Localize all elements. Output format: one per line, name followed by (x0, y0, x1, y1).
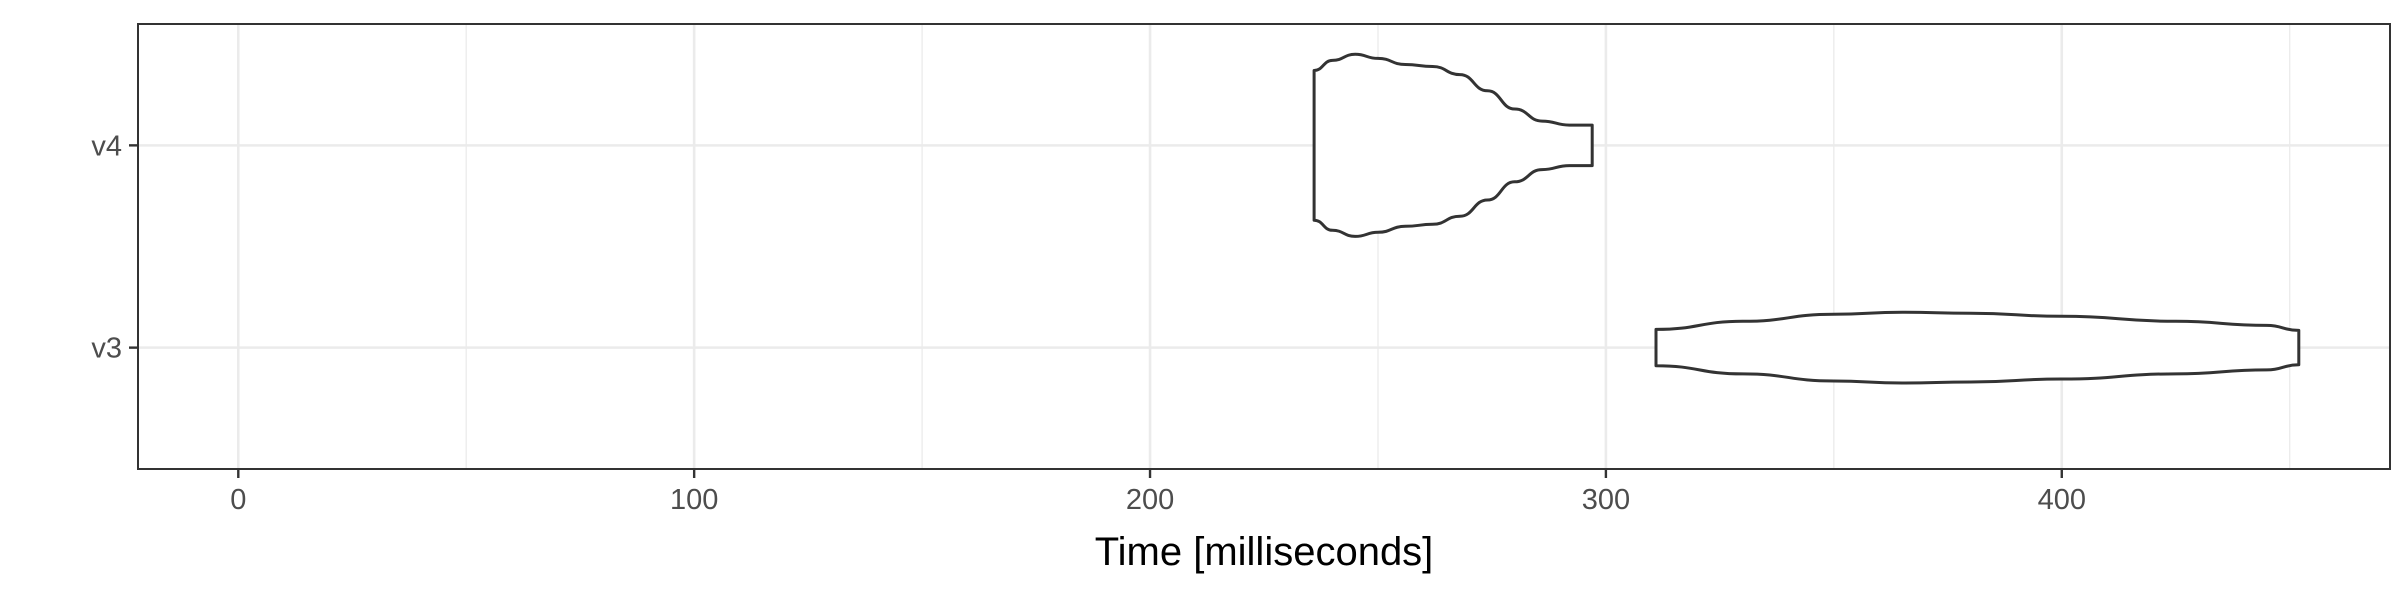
axes: 0 100 200 300 400 v3 v4 (91, 130, 2086, 516)
x-tick-label: 0 (230, 484, 246, 516)
x-axis-title: Time [milliseconds] (1095, 530, 1434, 574)
violins (1312, 52, 2301, 385)
violin-v4 (1312, 52, 1594, 238)
grid (138, 24, 2390, 469)
y-tick-label: v4 (91, 130, 122, 162)
y-tick-label: v3 (91, 333, 122, 365)
x-tick-label: 400 (2038, 484, 2086, 516)
x-tick-label: 300 (1582, 484, 1630, 516)
x-tick-label: 200 (1126, 484, 1174, 516)
panel-border (137, 23, 2391, 470)
x-tick-label: 100 (670, 484, 718, 516)
violin-v3 (1654, 310, 2301, 385)
